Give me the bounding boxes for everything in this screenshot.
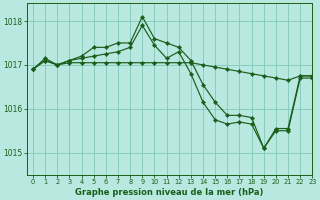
X-axis label: Graphe pression niveau de la mer (hPa): Graphe pression niveau de la mer (hPa) — [76, 188, 264, 197]
